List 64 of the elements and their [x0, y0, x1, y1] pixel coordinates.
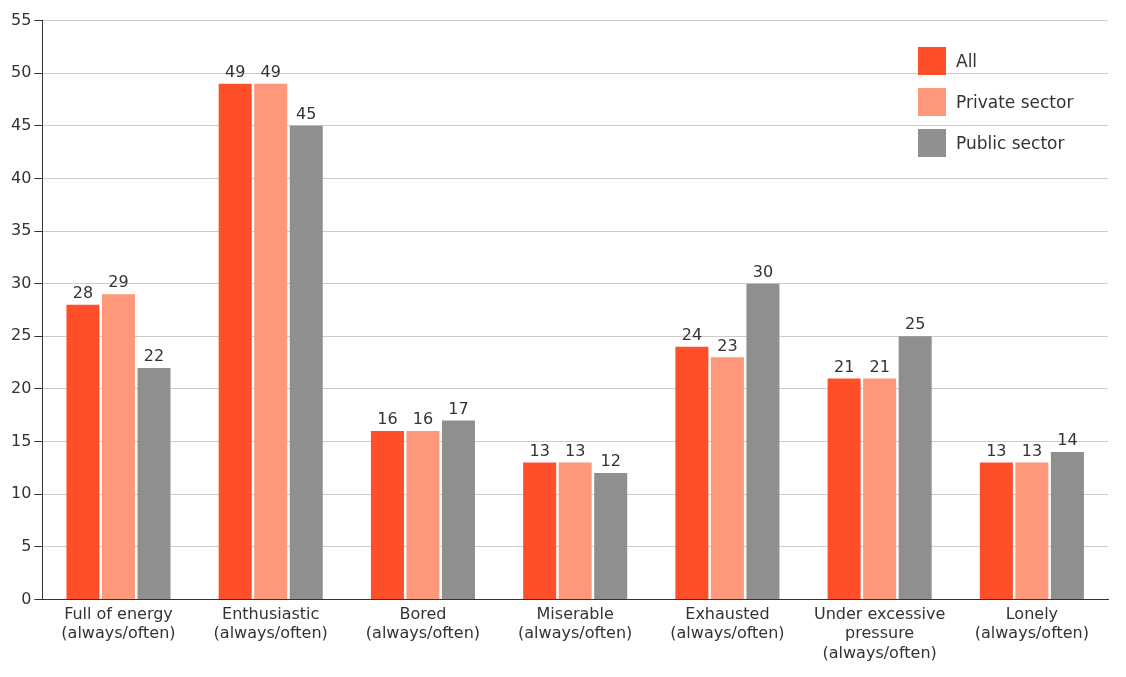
bar — [1015, 462, 1049, 599]
data-label: 28 — [72, 282, 94, 302]
bar — [1050, 452, 1084, 599]
data-label: 25 — [904, 314, 926, 334]
y-tick-label: 25 — [11, 325, 32, 345]
data-label: 13 — [986, 440, 1007, 460]
legend-label: Private sector — [956, 92, 1074, 113]
y-tick-label: 40 — [11, 167, 32, 187]
bar — [675, 346, 709, 599]
data-label: 29 — [108, 272, 129, 292]
bar — [406, 431, 440, 599]
data-label: 49 — [260, 61, 281, 81]
bar — [979, 462, 1013, 599]
bar — [66, 304, 100, 599]
y-tick-label: 30 — [11, 272, 32, 292]
data-label: 17 — [448, 398, 469, 418]
x-tick-label: Exhausted (always/often) — [670, 604, 785, 643]
data-label: 49 — [225, 61, 246, 81]
x-tick-label: Miserable (always/often) — [518, 604, 633, 643]
data-label: 16 — [412, 409, 434, 429]
data-label: 23 — [717, 335, 738, 355]
data-label: 30 — [752, 261, 774, 281]
data-label: 13 — [565, 440, 586, 460]
data-label: 24 — [681, 324, 703, 344]
y-tick-label: 50 — [11, 62, 32, 82]
bar — [710, 357, 744, 599]
bar — [746, 283, 780, 599]
bar — [370, 431, 404, 599]
x-tick-label: Under excessive pressure (always/often) — [813, 604, 946, 662]
data-label: 21 — [833, 356, 855, 376]
data-label: 13 — [529, 440, 550, 460]
bar — [827, 378, 861, 599]
data-label: 16 — [377, 409, 398, 429]
bar — [558, 462, 592, 599]
data-label: 14 — [1057, 430, 1078, 450]
legend-label: Public sector — [956, 133, 1065, 154]
y-tick-label: 45 — [11, 114, 32, 134]
y-tick-label: 10 — [11, 483, 32, 503]
x-tick-label: Lonely (always/often) — [974, 604, 1089, 643]
y-tick-label: 35 — [11, 220, 32, 240]
data-label: 45 — [296, 103, 317, 123]
bar — [594, 473, 628, 599]
y-tick-label: 0 — [21, 588, 32, 608]
bar — [101, 294, 135, 599]
y-tick-label: 20 — [11, 378, 32, 398]
y-tick-label: 15 — [11, 430, 32, 450]
bar — [137, 367, 171, 599]
bar — [898, 336, 932, 599]
x-tick-label: Full of energy (always/often) — [61, 604, 176, 643]
data-label: 22 — [143, 346, 165, 366]
x-tick-label: Bored (always/often) — [365, 604, 481, 643]
y-tick-label: 5 — [21, 535, 32, 555]
bar — [289, 125, 323, 599]
bar — [863, 378, 897, 599]
bar — [218, 83, 252, 599]
legend-label: All — [956, 51, 978, 72]
x-tick-label: Enthusiastic (always/often) — [213, 604, 328, 643]
data-label: 13 — [1021, 440, 1043, 460]
bar — [523, 462, 557, 599]
data-label: 12 — [600, 451, 621, 471]
data-label: 21 — [869, 356, 890, 376]
y-tick-label: 55 — [11, 9, 32, 29]
bar — [254, 83, 288, 599]
bar — [441, 420, 475, 599]
